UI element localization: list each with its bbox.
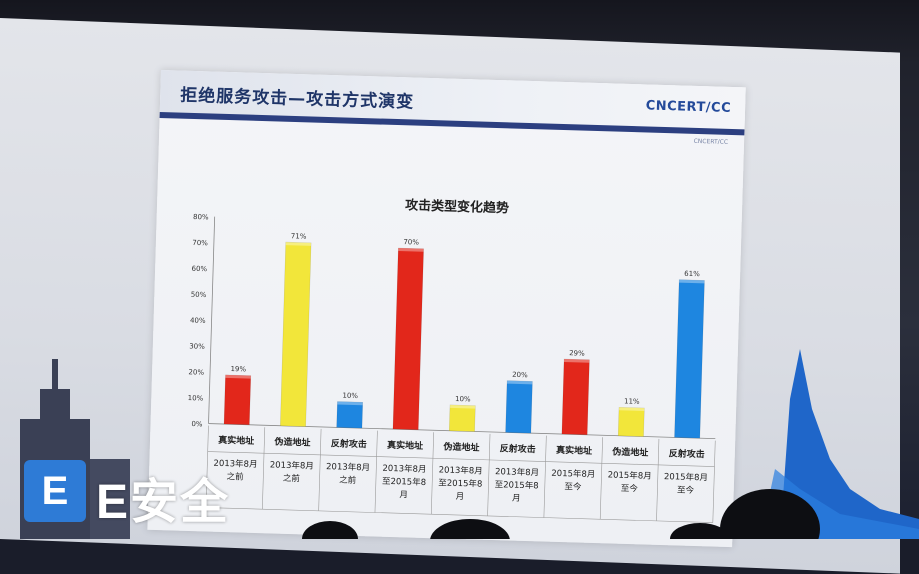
bar-highlight [285, 242, 312, 246]
table-column-border [318, 428, 322, 511]
x-tick-label-type: 真实地址 [387, 439, 423, 452]
y-tick-label: 70% [192, 239, 208, 247]
y-tick-label: 40% [190, 316, 206, 324]
x-tick-label-period: 2013年8月 [439, 464, 483, 476]
data-label: 71% [291, 232, 307, 240]
y-tick-label: 50% [191, 291, 207, 299]
x-tick-label-period: 2013年8月 [326, 461, 370, 473]
x-tick-label-type: 反射攻击 [500, 442, 536, 455]
x-tick-label-period: 至今 [621, 483, 639, 495]
x-tick-label-period: 至今 [677, 484, 695, 496]
y-tick-label: 0% [191, 420, 203, 428]
x-tick-label-period: 2015年8月 [551, 468, 595, 480]
bars-group: 19% 71% 10% 70% 10% 20% 29% 11% 61% [223, 232, 705, 439]
bar-highlight [398, 247, 424, 252]
bar-highlight [507, 380, 533, 385]
x-tick-label-type: 伪造地址 [611, 446, 648, 459]
x-tick-label-type: 伪造地址 [273, 436, 310, 449]
data-label: 11% [624, 397, 640, 405]
y-tick-label: 10% [188, 394, 204, 402]
bar-highlight [449, 404, 476, 409]
audience-silhouettes [302, 489, 820, 539]
data-label: 10% [342, 392, 358, 400]
x-tick-label-period: 2013年8月 [495, 466, 539, 478]
x-tick-label-period: 2013年8月 [270, 459, 314, 471]
table-column-border [543, 435, 547, 518]
bar-highlight [679, 279, 705, 284]
bar-4 [392, 247, 424, 431]
watermark-text: E安全 [96, 476, 231, 529]
table-column-border [430, 432, 435, 515]
table-column-border [656, 438, 660, 521]
x-tick-label-period: 至2015年8 [438, 477, 482, 489]
table-column-border [205, 425, 209, 508]
bar-9 [674, 279, 705, 439]
x-tick-label-period: 月 [456, 492, 465, 502]
table-bottom-border [206, 507, 713, 523]
x-tick-label-period: 之前 [283, 473, 301, 485]
x-tick-label-period: 2015年8月 [607, 469, 651, 481]
bar-1 [223, 374, 252, 426]
watermark: E E安全 [24, 460, 264, 530]
y-tick-label: 30% [189, 342, 205, 350]
bar-highlight [225, 374, 251, 379]
x-tick-label-type: 反射攻击 [669, 447, 705, 460]
bar-7 [561, 358, 590, 436]
slide: 拒绝服务攻击—攻击方式演变 CNCERT/CC CNCERT/CC 攻击类型变化… [147, 70, 746, 548]
table-column-border [262, 427, 266, 510]
bar-highlight [564, 359, 590, 363]
data-label: 61% [684, 270, 700, 278]
y-tick-label: 60% [191, 265, 207, 273]
y-tick-label: 80% [193, 213, 209, 221]
x-tick-label-type: 真实地址 [218, 434, 254, 447]
x-tick-label-type: 伪造地址 [442, 441, 479, 454]
data-label: 19% [230, 365, 246, 373]
data-label: 10% [455, 395, 471, 403]
watermark-e-logo: E [24, 460, 86, 522]
data-label: 29% [569, 349, 585, 357]
table-column-border [599, 437, 603, 520]
x-tick-label-period: 2015年8月 [664, 471, 708, 483]
x-tick-label-period: 月 [512, 494, 521, 504]
x-tick-label-type: 反射攻击 [331, 437, 367, 450]
data-label: 70% [403, 238, 419, 246]
table-column-border [374, 430, 378, 513]
bar-highlight [337, 401, 363, 406]
bar-6 [505, 380, 533, 434]
bar-2 [280, 241, 312, 427]
bar-5 [448, 404, 476, 432]
x-tick-label-period: 至2015年8 [382, 476, 426, 488]
bar-highlight [618, 407, 645, 412]
x-tick-label-period: 2013年8月 [213, 458, 257, 470]
category-table: 真实地址2013年8月之前伪造地址2013年8月之前反射攻击2013年8月之前真… [205, 425, 716, 523]
bar-3 [336, 401, 363, 429]
table-column-border [487, 433, 491, 516]
table-column-border [712, 440, 716, 523]
bar-8 [617, 407, 645, 437]
bar-chart: 攻击类型变化趋势 0% 10% 20% 30% 40% 50% 60% 70% 80% 19% 7… [188, 197, 716, 523]
x-tick-label-period: 之前 [226, 471, 244, 483]
data-label: 20% [512, 371, 528, 379]
y-tick-label: 20% [188, 368, 204, 376]
x-tick-label-period: 月 [399, 490, 408, 500]
x-tick-label-period: 至今 [564, 481, 582, 493]
x-tick-label-type: 真实地址 [556, 444, 592, 457]
x-tick-label-period: 至2015年8 [494, 479, 538, 491]
y-axis-line [208, 216, 216, 424]
x-tick-label-period: 之前 [339, 474, 357, 486]
table-divider [207, 451, 715, 467]
chart-title: 攻击类型变化趋势 [405, 197, 509, 216]
x-tick-label-period: 2013年8月 [382, 463, 426, 475]
